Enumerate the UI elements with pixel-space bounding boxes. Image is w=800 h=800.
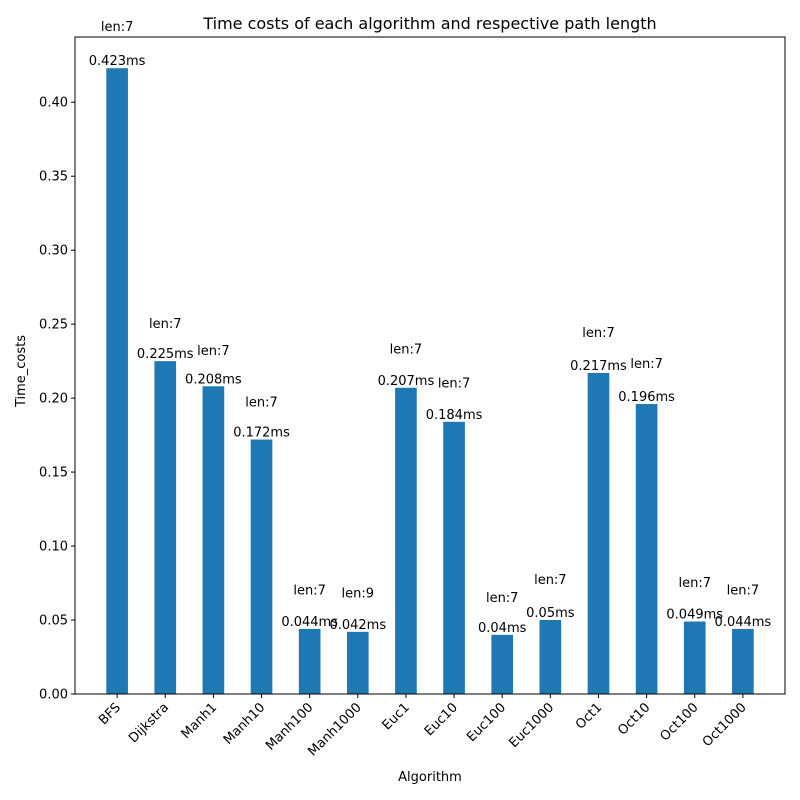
y-tick-label: 0.30	[39, 244, 68, 259]
plot-area: 0.00 0.05 0.10 0.15 0.20 0.25 0.30 0.35 0.40 BFS D…	[39, 20, 786, 759]
bar	[250, 439, 273, 694]
x-tick-label: Oct10	[615, 700, 653, 738]
y-tick-label: 0.00	[39, 688, 68, 703]
x-tick-label: BFS	[96, 700, 124, 728]
data-label: 0.423ms	[89, 54, 146, 69]
bar	[587, 372, 610, 694]
chart-title: Time costs of each algorithm and respect…	[202, 14, 656, 33]
path-length-label: len:7	[390, 342, 423, 357]
data-label: 0.04ms	[478, 621, 527, 636]
path-length-label: len:7	[582, 326, 615, 341]
bar	[732, 628, 754, 694]
data-label: 0.049ms	[666, 608, 723, 623]
data-label: 0.225ms	[137, 347, 194, 362]
x-tick-label: Manh10	[221, 700, 269, 748]
x-tick-label: Euc100	[464, 700, 509, 745]
x-tick-label: Euc1	[380, 700, 413, 733]
x-tick-label: Dijkstra	[126, 700, 172, 746]
data-label: 0.044ms	[715, 615, 772, 630]
bar	[683, 621, 706, 694]
x-tick-label: Oct1000	[700, 700, 750, 750]
y-tick-label: 0.25	[39, 318, 68, 333]
path-length-label: len:7	[630, 357, 663, 372]
path-length-label: len:7	[197, 344, 230, 359]
bar	[202, 386, 225, 694]
bar	[106, 68, 128, 694]
path-length-label: len:7	[534, 573, 567, 588]
data-label: 0.042ms	[329, 618, 386, 633]
data-label: 0.217ms	[570, 359, 627, 374]
path-length-label: len:7	[149, 317, 182, 332]
bar	[298, 628, 321, 694]
path-length-label: len:7	[486, 591, 519, 606]
y-tick-label: 0.40	[39, 96, 68, 111]
path-length-label: len:7	[438, 376, 471, 391]
y-tick-label: 0.35	[39, 170, 68, 185]
x-axis-label: Algorithm	[398, 770, 462, 785]
data-label: 0.172ms	[233, 426, 290, 441]
x-tick-label: Manh1	[179, 700, 221, 742]
bar	[395, 387, 417, 694]
x-tick-label: Oct100	[658, 700, 702, 744]
path-length-label: len:7	[727, 583, 760, 598]
x-tick-label: Euc1000	[506, 700, 557, 751]
path-length-label: len:7	[101, 20, 134, 35]
data-label: 0.184ms	[426, 408, 483, 423]
y-axis-label: Time_costs	[14, 335, 29, 408]
y-tick-label: 0.10	[39, 540, 68, 555]
x-tick-label: Oct1	[573, 700, 605, 732]
path-length-label: len:7	[678, 576, 711, 591]
bar	[346, 631, 369, 694]
axes-frame	[74, 36, 786, 695]
path-length-label: len:9	[342, 586, 375, 601]
data-label: 0.207ms	[378, 374, 435, 389]
bar	[491, 634, 514, 694]
y-tick-label: 0.20	[39, 392, 68, 407]
path-length-label: len:7	[293, 583, 326, 598]
data-label: 0.044ms	[281, 615, 338, 630]
data-label: 0.05ms	[526, 606, 575, 621]
path-length-label: len:7	[245, 396, 278, 411]
x-tick-label: Euc10	[422, 700, 461, 739]
bar	[539, 620, 562, 694]
data-label: 0.208ms	[185, 372, 242, 387]
bar	[635, 404, 658, 694]
data-label: 0.196ms	[618, 390, 675, 405]
bar	[154, 361, 177, 694]
bar	[443, 421, 465, 694]
y-tick-label: 0.15	[39, 466, 68, 481]
y-tick-label: 0.05	[39, 614, 68, 629]
